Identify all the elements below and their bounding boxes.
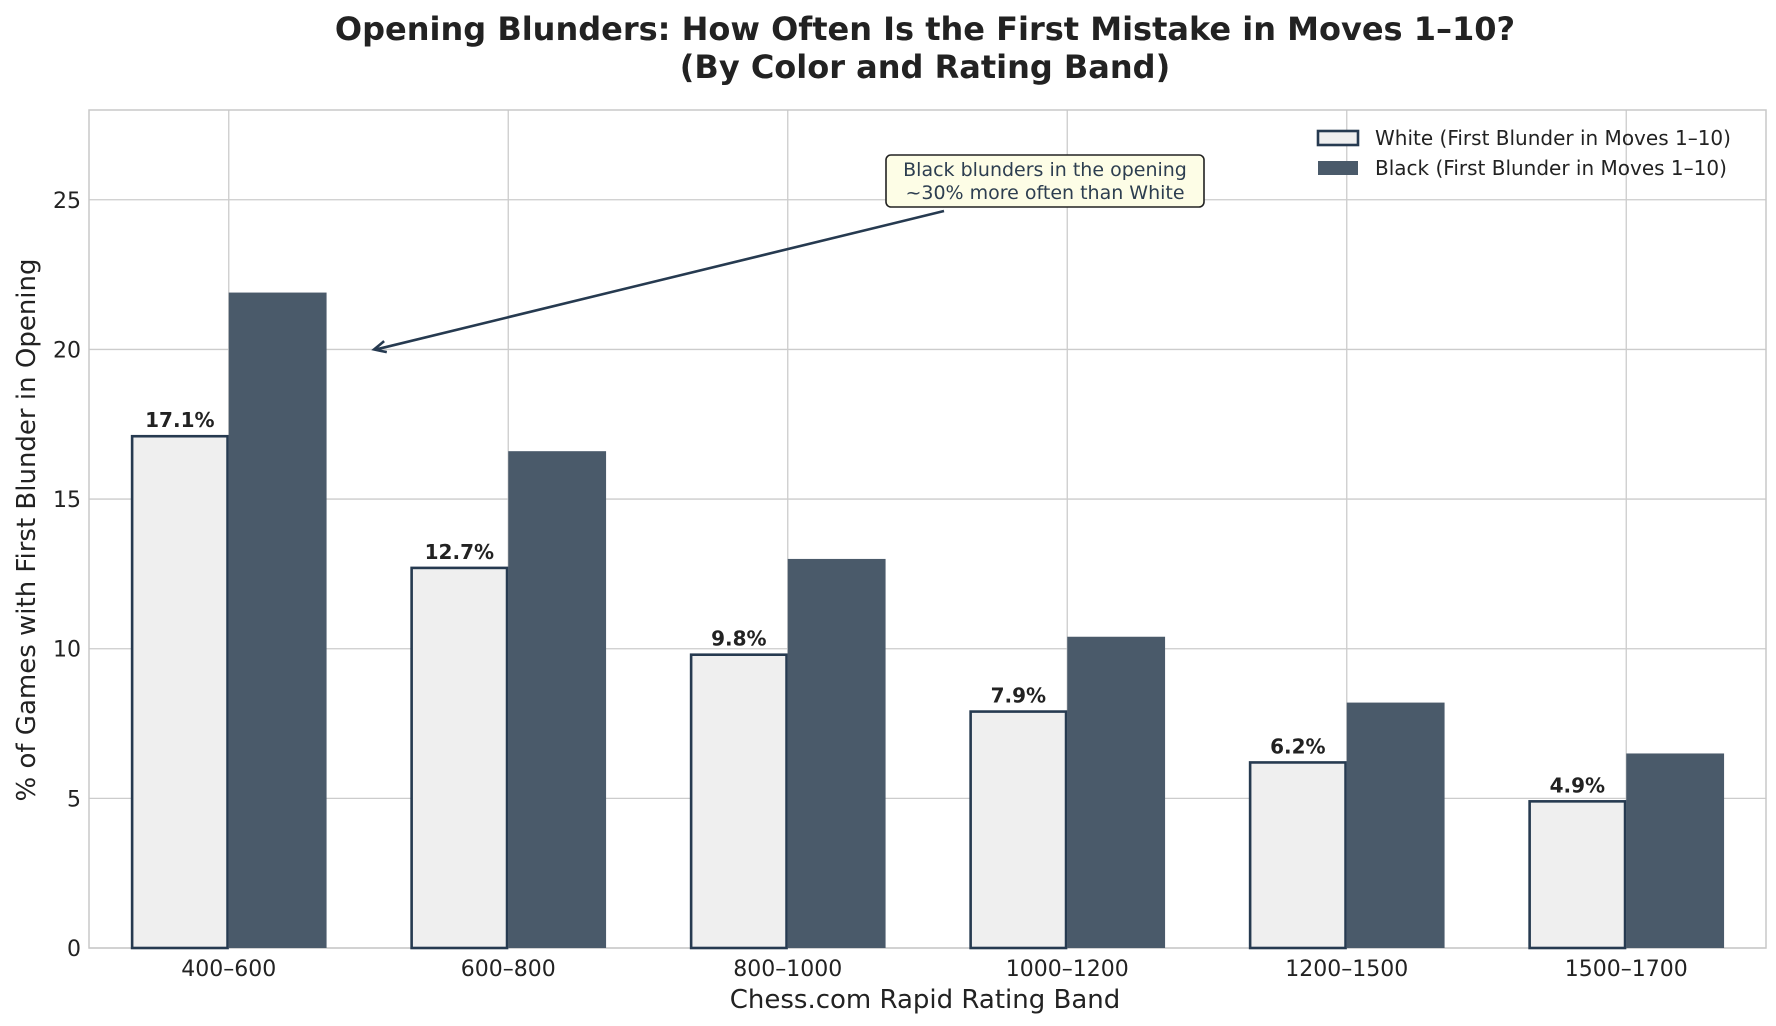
chart-subtitle: (By Color and Rating Band): [680, 48, 1170, 86]
bar-white: [689, 653, 788, 950]
bar-white: [410, 566, 509, 950]
legend-swatch-black: [1318, 161, 1358, 175]
legend-label-black: Black (First Blunder in Moves 1–10): [1375, 156, 1727, 180]
data-label-white: 7.9%: [991, 684, 1046, 708]
data-label-white: 6.2%: [1270, 734, 1325, 758]
y-tick-label: 15: [53, 488, 81, 513]
bar-black: [1626, 753, 1725, 948]
plot-frame: [88, 109, 1767, 949]
y-tick-label: 20: [53, 338, 81, 363]
annotation-box: [885, 154, 1205, 208]
data-label-white: 4.9%: [1550, 773, 1605, 797]
data-label-white: 9.8%: [711, 627, 766, 651]
data-label-white: 17.1%: [145, 408, 214, 432]
y-axis-label: % of Games with First Blunder in Opening: [12, 258, 42, 801]
bar-black: [787, 558, 886, 948]
bar-white: [969, 710, 1068, 950]
x-tick-label: 1500–1700: [1565, 957, 1688, 982]
x-tick-label: 400–600: [181, 957, 276, 982]
x-tick-label: 1200–1500: [1285, 957, 1408, 982]
y-tick-label: 5: [67, 787, 81, 812]
y-tick-label: 0: [67, 937, 81, 962]
bar-white: [1248, 761, 1347, 950]
bar-black: [1067, 636, 1166, 948]
annotation-arrow-head: [371, 340, 388, 354]
y-tick-label: 10: [53, 638, 81, 663]
annotation-arrow-line: [375, 209, 945, 351]
y-tick-label: 25: [53, 189, 81, 214]
legend-label-white: White (First Blunder in Moves 1–10): [1375, 126, 1731, 150]
x-axis-label: Chess.com Rapid Rating Band: [730, 985, 1121, 1015]
data-label-white: 12.7%: [425, 540, 494, 564]
bar-black: [228, 292, 327, 948]
annotation-text: ~30% more often than White: [905, 182, 1184, 204]
bar-black: [508, 451, 607, 948]
x-tick-label: 1000–1200: [1006, 957, 1129, 982]
legend-swatch-white: [1316, 129, 1360, 147]
annotation-text: Black blunders in the opening: [903, 159, 1187, 181]
x-tick-label: 800–1000: [733, 957, 842, 982]
plot-area: 0 5 10 15 20 25 400–600 600–800 800–1000 1000–120…: [53, 109, 1767, 982]
plot-background: [89, 110, 1766, 948]
chart-title: Opening Blunders: How Often Is the First…: [335, 10, 1515, 48]
bar-white: [130, 434, 229, 950]
bar-white: [1528, 800, 1627, 950]
bar-black: [1346, 702, 1445, 948]
x-tick-label: 600–800: [461, 957, 556, 982]
